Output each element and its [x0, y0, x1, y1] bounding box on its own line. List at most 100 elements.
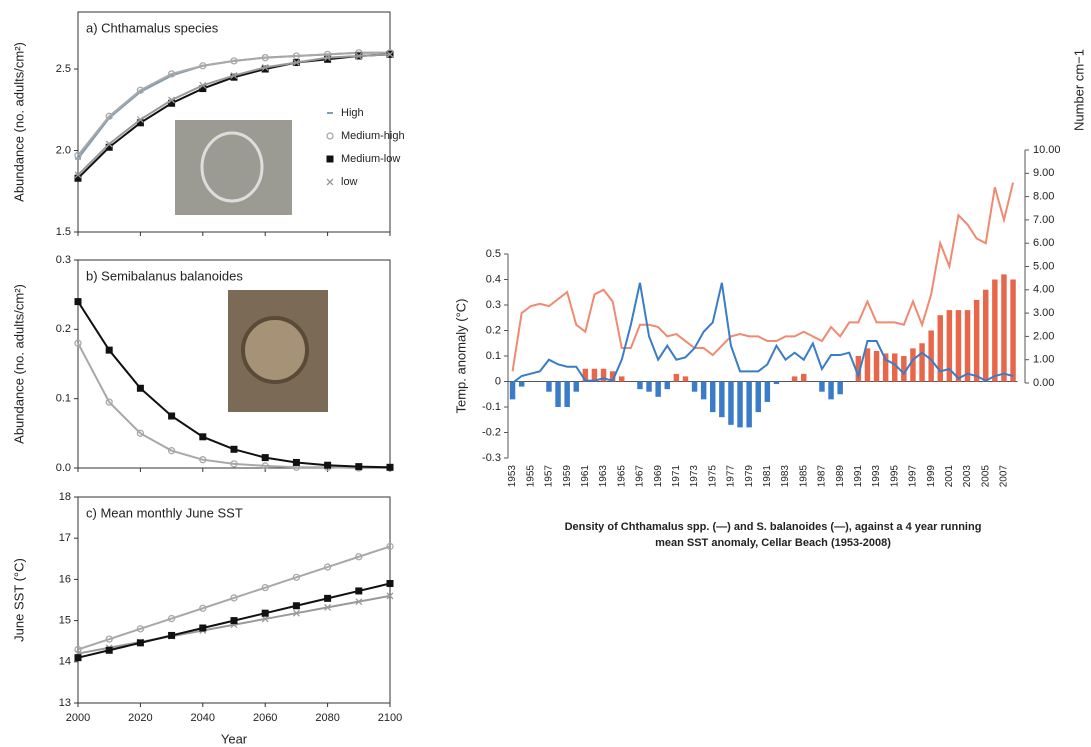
marker [230, 73, 238, 81]
bar [964, 310, 971, 382]
bar [973, 299, 980, 382]
legend-label: low [341, 176, 358, 188]
y-tick-label: 15 [59, 615, 71, 627]
marker [261, 462, 269, 470]
bar [591, 368, 598, 382]
bar [1010, 279, 1016, 382]
marker [74, 151, 82, 160]
x-tick-label: 1993 [871, 465, 882, 488]
y-tick-label: -0.1 [482, 401, 501, 413]
y-tick-label: 0.1 [486, 350, 501, 362]
marker [261, 583, 269, 592]
series-line [77, 51, 390, 157]
x-tick-label: 1997 [908, 465, 919, 488]
marker [355, 598, 363, 606]
y2-tick-label: 4.00 [1033, 284, 1054, 296]
bar [901, 356, 907, 382]
legend-label: Medium-high [341, 130, 405, 142]
y-axis-label: Abundance (no. adults/cm²) [11, 284, 26, 444]
marker [199, 85, 207, 93]
x-tick-label: 1983 [780, 465, 791, 488]
x-tick-label: 1959 [562, 465, 573, 488]
marker [105, 635, 113, 643]
y-tick-label: 13 [59, 697, 71, 709]
y-tick-label: 17 [59, 532, 71, 544]
y2-tick-label: 0.00 [1033, 377, 1054, 389]
marker [355, 587, 363, 595]
marker [230, 460, 238, 468]
marker [261, 615, 269, 623]
bar [864, 348, 871, 382]
x-tick-label: 2060 [253, 712, 277, 724]
marker [167, 70, 176, 78]
panel-title: c) Mean monthly June SST [86, 505, 243, 520]
bar [983, 289, 989, 382]
x-tick-label: 1971 [671, 465, 682, 488]
bar [728, 381, 734, 425]
bar [764, 381, 771, 402]
x-tick-label: 1981 [762, 465, 773, 488]
bar [928, 330, 934, 382]
caption: Density of Chthamalus spp. (—) and S. ba… [565, 521, 982, 533]
bar [801, 373, 807, 382]
x-tick-label: 1953 [507, 465, 518, 488]
marker [105, 140, 113, 148]
y-tick-label: 0 [495, 375, 501, 387]
y-axis-label: June SST (°C) [11, 558, 26, 642]
x-tick-label: 1995 [889, 465, 900, 488]
bar [710, 381, 716, 413]
bar [791, 376, 798, 382]
marker [74, 654, 82, 662]
x-tick-label: 1975 [707, 465, 718, 488]
y-tick-label: 0.4 [486, 273, 501, 285]
marker [105, 346, 113, 354]
bar [582, 368, 589, 382]
bar [773, 381, 780, 385]
marker [292, 573, 301, 581]
y-tick-label: -0.2 [482, 426, 501, 438]
marker [324, 594, 332, 602]
bar [946, 310, 953, 382]
y-tick-label: 0.2 [56, 323, 71, 335]
marker [105, 646, 113, 654]
marker [105, 143, 113, 151]
y2-tick-label: 9.00 [1033, 167, 1054, 179]
x-tick-label: 2100 [378, 712, 402, 724]
x-tick-label: 2005 [980, 465, 991, 488]
marker [199, 433, 207, 441]
bar [1001, 274, 1007, 382]
bar [546, 381, 552, 392]
marker [261, 65, 269, 73]
marker [168, 412, 176, 420]
y2-tick-label: 3.00 [1033, 307, 1054, 319]
y-tick-label: 0.0 [56, 462, 71, 474]
bar [619, 376, 625, 382]
marker [324, 603, 332, 611]
marker [292, 458, 300, 466]
y2-tick-label: 2.00 [1033, 330, 1054, 342]
x-tick-label: 2001 [944, 465, 955, 488]
x-tick-label: 1961 [580, 465, 591, 488]
bar [564, 381, 570, 407]
y-tick-label: 2.5 [56, 63, 71, 75]
bar [646, 381, 652, 392]
marker [323, 563, 332, 571]
x-axis-label: Year [221, 731, 248, 746]
marker [324, 54, 332, 62]
x-tick-label: 2020 [128, 712, 152, 724]
series-line [77, 545, 391, 651]
marker [167, 614, 176, 623]
x-tick-label: 1977 [726, 465, 737, 488]
marker [324, 461, 332, 469]
marker [230, 445, 238, 453]
marker [355, 553, 363, 561]
marker [74, 174, 82, 182]
bar [992, 279, 998, 382]
bar [637, 381, 643, 390]
bar [691, 381, 698, 392]
bar [600, 368, 607, 382]
y-tick-label: 0.3 [486, 299, 501, 311]
plot-frame [77, 11, 391, 233]
marker [136, 429, 145, 437]
marker [74, 298, 82, 306]
